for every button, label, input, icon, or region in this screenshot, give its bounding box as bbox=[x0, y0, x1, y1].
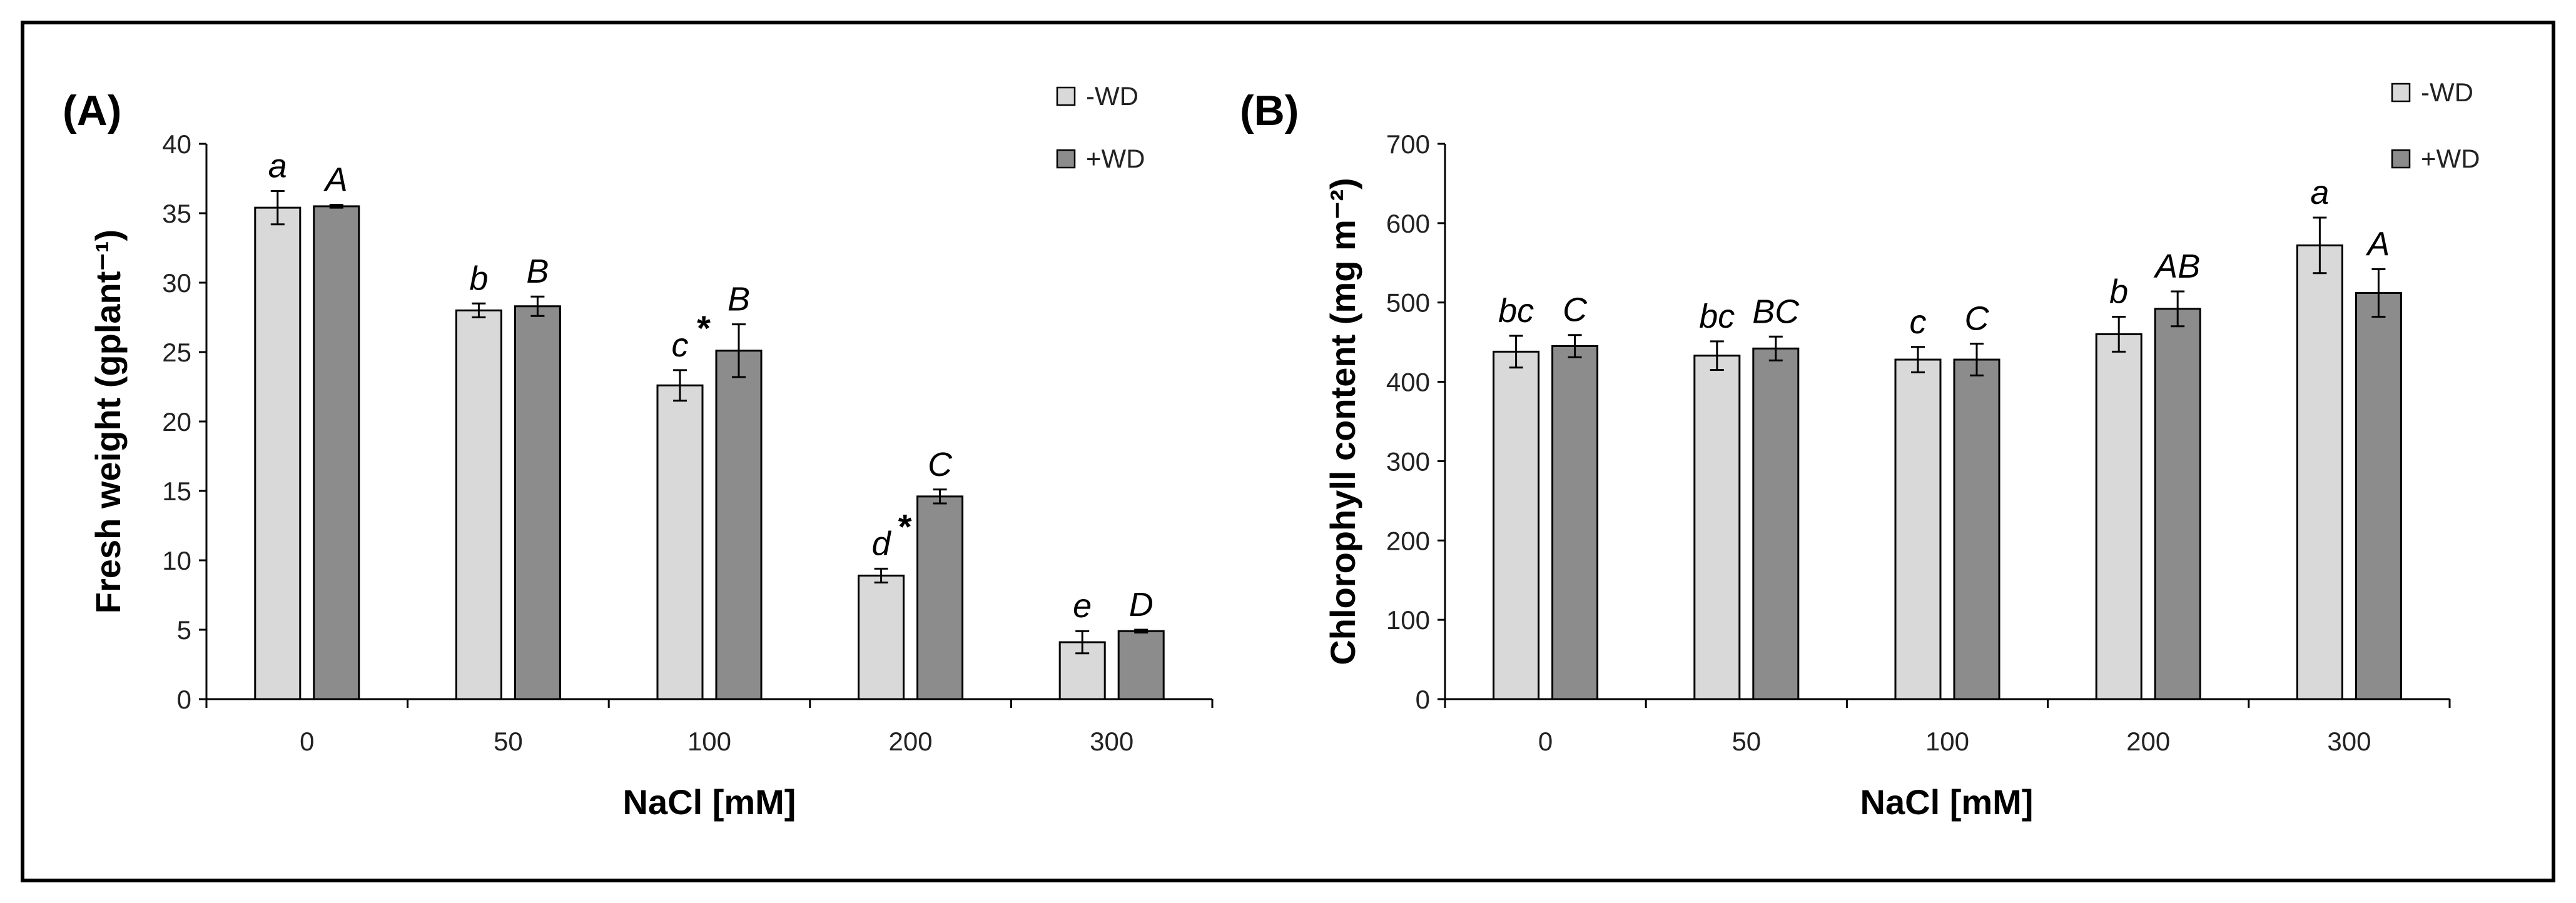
significance-letter: D bbox=[1129, 586, 1154, 623]
bar bbox=[656, 384, 704, 700]
legend-swatch-plus-wd bbox=[1056, 149, 1076, 169]
y-tick-label: 700 bbox=[1386, 129, 1430, 159]
significance-letter: d bbox=[872, 525, 892, 562]
y-tick-label: 25 bbox=[162, 338, 191, 367]
bar bbox=[2095, 333, 2142, 700]
y-tick-label: 400 bbox=[1386, 368, 1430, 397]
legend-label-minus-wd: -WD bbox=[1086, 81, 1138, 111]
legend-label-plus-wd: +WD bbox=[1086, 144, 1145, 173]
y-tick-label: 5 bbox=[177, 615, 191, 645]
y-tick-label: 300 bbox=[1386, 446, 1430, 476]
x-tick-label: 100 bbox=[1925, 727, 1969, 756]
x-tick-label: 100 bbox=[687, 727, 731, 756]
panel-a-legend: -WD +WD bbox=[1056, 81, 1145, 173]
significance-letter: A bbox=[2365, 225, 2390, 263]
legend-swatch-minus-wd bbox=[2391, 83, 2411, 103]
significance-letter: b bbox=[2109, 273, 2128, 311]
significance-letter: C bbox=[1965, 300, 1990, 338]
significance-letter: c bbox=[672, 326, 689, 364]
panel-b-x-ticks: 0 50 100 200 300 bbox=[1444, 699, 2451, 756]
bar bbox=[455, 309, 502, 700]
bar bbox=[1752, 347, 1800, 700]
y-tick-label: 200 bbox=[1386, 526, 1430, 555]
legend-label-plus-wd: +WD bbox=[2421, 144, 2480, 173]
bar bbox=[715, 350, 763, 700]
panel-a-y-axis-title: Fresh weight (gplant⁻¹) bbox=[88, 230, 128, 613]
panel-a-y-ticks: 0 5 10 15 20 25 30 35 40 bbox=[162, 129, 206, 714]
y-tick-label: 100 bbox=[1386, 605, 1430, 635]
bar bbox=[1953, 358, 2000, 700]
significance-letter: A bbox=[323, 161, 348, 199]
panel-b-y-axis-title: Chlorophyll content (mg m⁻²) bbox=[1323, 178, 1362, 665]
bar bbox=[1551, 345, 1599, 700]
x-tick-label: 200 bbox=[2126, 727, 2170, 756]
y-tick-label: 15 bbox=[162, 477, 191, 506]
y-tick-label: 20 bbox=[162, 407, 191, 436]
significance-letter: BC bbox=[1752, 293, 1800, 330]
y-tick-label: 600 bbox=[1386, 209, 1430, 238]
x-tick-label: 0 bbox=[300, 727, 314, 756]
legend-swatch-minus-wd bbox=[1056, 86, 1076, 106]
panel-a-x-axis-title: NaCl [mM] bbox=[623, 782, 796, 822]
bar bbox=[2296, 244, 2343, 700]
significance-letter: b bbox=[469, 260, 488, 297]
y-tick-label: 30 bbox=[162, 268, 191, 298]
bar bbox=[2154, 308, 2201, 700]
legend-swatch-plus-wd bbox=[2391, 149, 2411, 169]
y-tick-label: 0 bbox=[177, 685, 191, 714]
panel-b-y-ticks: 0 100 200 300 400 500 600 700 bbox=[1386, 129, 1445, 714]
y-tick-label: 500 bbox=[1386, 288, 1430, 318]
bar bbox=[2355, 291, 2402, 700]
bar bbox=[1117, 630, 1165, 700]
bar bbox=[254, 206, 302, 700]
x-tick-label: 300 bbox=[2327, 727, 2371, 756]
y-tick-label: 10 bbox=[162, 546, 191, 575]
bar bbox=[1058, 641, 1106, 700]
significance-letter: B bbox=[526, 253, 549, 290]
bar bbox=[916, 495, 964, 700]
significance-letter: C bbox=[1563, 291, 1588, 329]
panel-b-legend: -WD +WD bbox=[2391, 78, 2480, 173]
significance-letter: AB bbox=[2153, 248, 2200, 285]
significance-letter: bc bbox=[1699, 298, 1735, 335]
significance-letter: bc bbox=[1498, 292, 1534, 330]
bar bbox=[858, 574, 905, 700]
significance-letter: C bbox=[928, 446, 953, 483]
significance-letter: c bbox=[1910, 303, 1927, 341]
x-tick-label: 50 bbox=[1732, 727, 1761, 756]
significance-letter: B bbox=[728, 281, 750, 318]
bar bbox=[313, 205, 360, 700]
significance-letter: a bbox=[268, 147, 287, 184]
y-tick-label: 40 bbox=[162, 129, 191, 159]
significance-letter: a bbox=[2310, 174, 2329, 211]
bar bbox=[514, 305, 561, 700]
bar bbox=[1693, 355, 1741, 700]
significance-star: * bbox=[898, 507, 912, 546]
bar bbox=[1894, 358, 1942, 700]
panel-a-label: (A) bbox=[63, 87, 121, 134]
significance-star: * bbox=[697, 308, 711, 348]
y-tick-label: 35 bbox=[162, 199, 191, 228]
significance-letter: e bbox=[1073, 587, 1092, 625]
legend-label-minus-wd: -WD bbox=[2421, 78, 2473, 107]
x-tick-label: 0 bbox=[1538, 727, 1553, 756]
x-tick-label: 50 bbox=[494, 727, 523, 756]
x-tick-label: 300 bbox=[1090, 727, 1133, 756]
bar bbox=[1493, 350, 1540, 700]
x-tick-label: 200 bbox=[889, 727, 933, 756]
y-tick-label: 0 bbox=[1416, 685, 1430, 714]
panel-b-label: (B) bbox=[1240, 87, 1299, 134]
panel-b-x-axis-title: NaCl [mM] bbox=[1860, 782, 2034, 822]
panel-b-bars: bc bc c b a C BC C AB A bbox=[1493, 174, 2402, 700]
panel-a-x-ticks: 0 50 100 200 300 bbox=[205, 699, 1214, 756]
